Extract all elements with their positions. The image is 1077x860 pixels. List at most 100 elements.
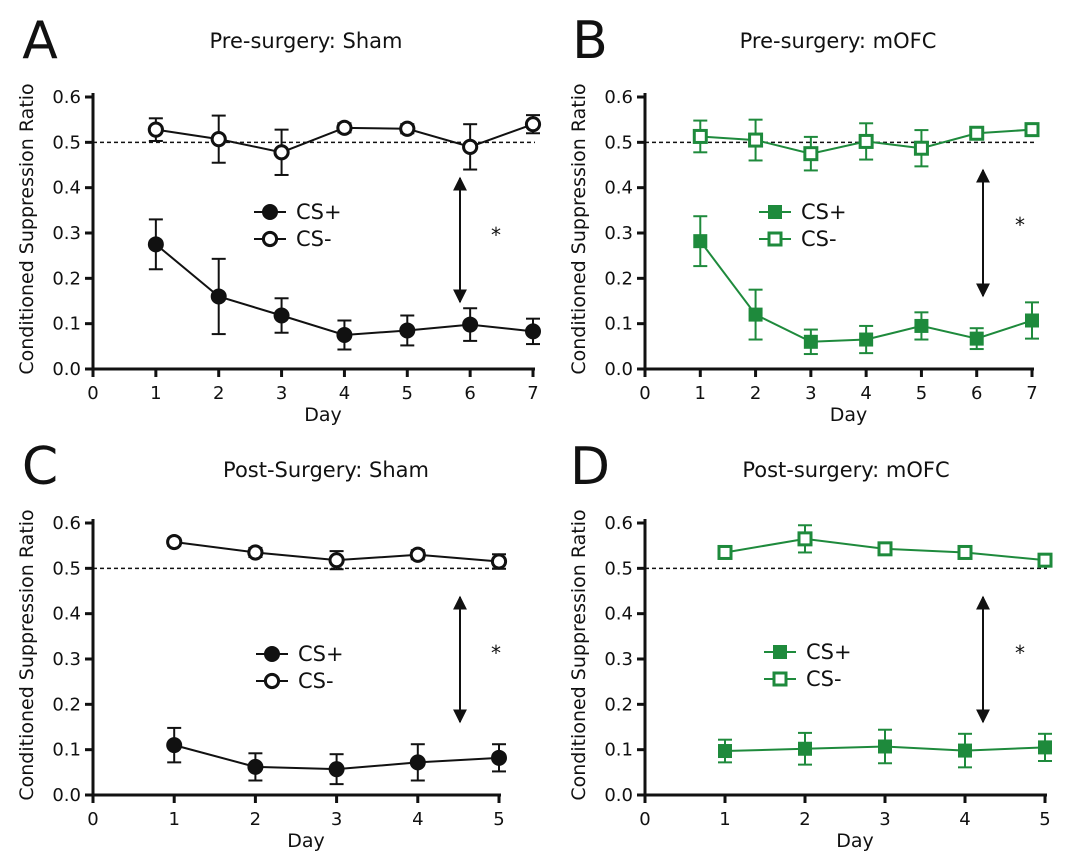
panel-letter: C (22, 437, 58, 497)
legend-marker (768, 205, 782, 219)
data-point (490, 553, 508, 570)
panel-b: B Pre-surgery: mOFC 0.0 0.1 0.2 0.3 0.4 0.5 0.6 0… (568, 11, 1040, 426)
data-point (328, 761, 345, 778)
y-tick-label: 0.4 (52, 178, 81, 199)
x-tick-label: 5 (402, 383, 413, 404)
legend-label: CS- (806, 667, 842, 691)
data-point (409, 754, 426, 771)
y-tick-label: 0.3 (604, 223, 633, 244)
data-point (1025, 313, 1039, 328)
x-tick-label: 3 (879, 809, 890, 830)
panel-title: Post-surgery: mOFC (742, 458, 949, 482)
x-tick-label: 5 (1039, 809, 1050, 830)
x-tick-label: 0 (639, 809, 650, 830)
x-axis-label: Day (304, 404, 342, 426)
y-axis-label: Conditioned Suppression Ratio (568, 509, 590, 800)
data-point (957, 544, 973, 560)
panel-title: Post-Surgery: Sham (223, 458, 429, 482)
significance-star: * (1015, 641, 1025, 665)
y-tick-label: 0.5 (604, 558, 633, 579)
y-axis-label: Conditioned Suppression Ratio (16, 509, 38, 800)
data-point (913, 140, 929, 156)
panel-letter: D (570, 437, 610, 497)
y-axis-label: Conditioned Suppression Ratio (568, 83, 590, 374)
data-point (247, 544, 264, 561)
series-cs-plus (693, 215, 1039, 356)
x-tick-label: 1 (168, 809, 179, 830)
series-cs-minus (692, 118, 1040, 172)
legend-marker (264, 646, 280, 662)
data-point (858, 133, 874, 149)
data-point (969, 125, 985, 141)
data-point (914, 318, 929, 333)
x-tick-label: 0 (87, 383, 98, 404)
legend-label: CS- (298, 669, 334, 693)
y-tick-label: 0.6 (604, 87, 633, 108)
x-tick-label: 7 (527, 383, 538, 404)
data-point (491, 749, 507, 766)
y-tick-label: 0.5 (52, 558, 81, 579)
x-tick-label: 1 (695, 383, 706, 404)
x-axis-label: Day (836, 830, 874, 852)
panel-c: C Post-Surgery: Sham 0.0 0.1 0.2 0.3 0.4 0.5 0.6… (16, 437, 508, 852)
data-point (1037, 552, 1053, 568)
y-tick-label: 0.1 (52, 740, 81, 761)
data-point (210, 288, 227, 305)
y-tick-label: 0.4 (604, 604, 633, 625)
legend: CS+ CS- (256, 642, 344, 693)
legend-label: CS- (801, 227, 837, 251)
legend-marker (263, 672, 281, 690)
series-cs-minus (717, 524, 1053, 568)
x-tick-label: 5 (916, 383, 927, 404)
data-point (859, 332, 874, 347)
x-axis-label: Day (830, 404, 868, 426)
data-point (718, 744, 732, 759)
legend: CS+ CS- (759, 200, 847, 251)
data-point (147, 236, 164, 253)
data-point (803, 334, 818, 349)
y-tick-label: 0.0 (52, 359, 81, 380)
y-tick-label: 0.6 (52, 87, 81, 108)
x-tick-label: 1 (150, 383, 161, 404)
data-point (273, 307, 290, 324)
legend: CS+ CS- (764, 640, 852, 691)
data-point (803, 146, 819, 162)
y-tick-label: 0.2 (604, 694, 633, 715)
y-tick-label: 0.5 (52, 132, 81, 153)
y-tick-label: 0.2 (52, 694, 81, 715)
data-point (748, 307, 763, 322)
x-tick-label: 3 (331, 809, 342, 830)
panel-d: D Post-surgery: mOFC 0.0 0.1 0.2 0.3 0.4 0.5 0.6… (568, 437, 1053, 852)
y-axis-label: Conditioned Suppression Ratio (16, 83, 38, 374)
series-cs-plus (147, 218, 541, 351)
y-tick-label: 0.0 (604, 785, 633, 806)
x-tick-label: 2 (213, 383, 224, 404)
data-point (247, 758, 264, 775)
x-tick-label: 4 (860, 383, 871, 404)
panel-letter: A (22, 11, 58, 71)
x-tick-label: 0 (639, 383, 650, 404)
data-point (524, 116, 542, 133)
legend-label: CS- (296, 227, 332, 251)
x-tick-label: 6 (971, 383, 982, 404)
data-point (399, 120, 416, 137)
data-point (1038, 740, 1052, 755)
y-tick-label: 0.1 (604, 740, 633, 761)
y-tick-label: 0.0 (52, 785, 81, 806)
panel-letter: B (572, 11, 608, 71)
data-point (958, 743, 972, 758)
significance-star: * (491, 641, 501, 665)
series-cs-minus (147, 114, 542, 176)
data-point (1024, 122, 1040, 138)
y-tick-label: 0.4 (52, 604, 81, 625)
x-tick-label: 4 (959, 809, 970, 830)
legend-label: CS+ (296, 200, 342, 224)
x-tick-label: 1 (719, 809, 730, 830)
legend-label: CS+ (801, 200, 847, 224)
significance-star: * (491, 223, 501, 247)
significance-star: * (1015, 213, 1025, 237)
data-point (166, 533, 183, 551)
data-point (798, 741, 812, 756)
data-point (336, 327, 353, 343)
